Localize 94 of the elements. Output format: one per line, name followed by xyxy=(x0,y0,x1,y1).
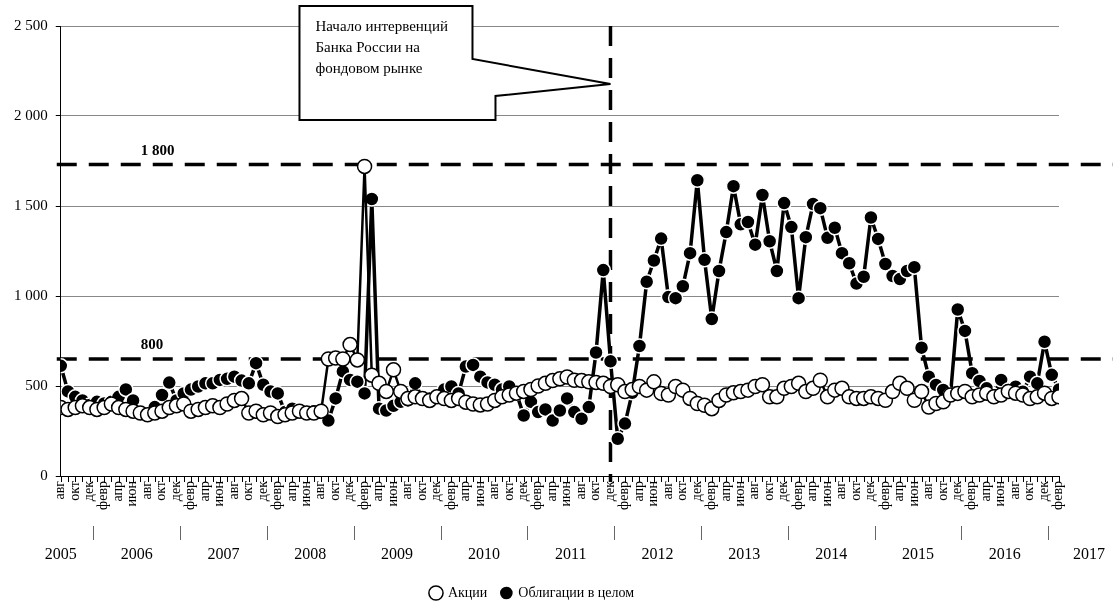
x-tick-label: февр xyxy=(789,481,805,510)
x2-tick-label: 2006 xyxy=(120,545,153,563)
annotation: 1 800 xyxy=(140,141,175,158)
legend-label: Облигации в целом xyxy=(518,584,635,600)
x-tick-label: авг xyxy=(572,480,588,500)
x-tick-label: авг xyxy=(659,480,675,500)
x-tick-label: окт xyxy=(413,481,429,501)
x-tick-label: июн xyxy=(558,480,574,507)
x-tick-label: дек xyxy=(254,480,270,502)
x-tick-label: июн xyxy=(384,480,400,507)
x-tick-label: окт xyxy=(240,481,256,501)
x-tick-label: авг xyxy=(833,480,849,500)
x-tick-label: апр xyxy=(717,481,733,502)
x-tick-label: февр xyxy=(963,481,979,510)
x2-tick-label: 2005 xyxy=(44,545,77,563)
x-tick-label: окт xyxy=(1021,481,1037,501)
x-tick-label: апр xyxy=(109,481,125,502)
y-tick-label: 2 000 xyxy=(14,106,48,123)
x-tick-label: дек xyxy=(1035,480,1051,502)
x-tick-label: авг xyxy=(486,480,502,500)
text: 2017 xyxy=(1073,545,1105,563)
x-tick-label: авг xyxy=(52,480,68,500)
x2-tick-label: 2009 xyxy=(381,545,414,563)
x-tick-label: дек xyxy=(862,480,878,502)
x2-tick-label: 2014 xyxy=(815,545,848,563)
x-tick-label: авг xyxy=(746,480,762,500)
x-tick-label: июн xyxy=(732,480,748,507)
x2-tick-label: 2016 xyxy=(988,545,1021,563)
x2-tick-label: 2007 xyxy=(207,545,240,563)
y-tick-label: 0 xyxy=(40,466,48,483)
annotation: 800 xyxy=(140,336,164,353)
x2-tick-label: 2011 xyxy=(555,545,587,563)
x-tick-label: февр xyxy=(529,481,545,510)
x-tick-label: апр xyxy=(630,481,646,502)
x-tick-label: дек xyxy=(601,480,617,502)
x-tick-label: июн xyxy=(905,480,921,507)
x-tick-label: авг xyxy=(225,480,241,500)
x-tick-label: февр xyxy=(355,481,371,510)
x-tick-label: дек xyxy=(688,480,704,502)
x-tick-label: авг xyxy=(399,480,415,500)
x-tick-label: февр xyxy=(876,481,892,510)
x-tick-label: окт xyxy=(66,481,82,501)
annotation: Начало интервенций Банка России на фондовом рынке xyxy=(315,17,449,78)
x2-tick-label: 2008 xyxy=(294,545,327,563)
x-tick-label: окт xyxy=(760,481,776,501)
y-tick-label: 1 500 xyxy=(14,196,48,213)
x-tick-label: февр xyxy=(1050,481,1066,510)
x-tick-label: февр xyxy=(95,481,111,510)
x-tick-label: февр xyxy=(182,481,198,510)
x-tick-label: окт xyxy=(847,481,863,501)
y-tick-label: 2 500 xyxy=(14,16,48,33)
x-tick-label: авг xyxy=(1006,480,1022,500)
x-tick-label: июн xyxy=(818,480,834,507)
x-tick-label: окт xyxy=(500,481,516,501)
x-tick-label: дек xyxy=(428,480,444,502)
x-tick-label: окт xyxy=(153,481,169,501)
x-tick-label: дек xyxy=(515,480,531,502)
x-tick-label: апр xyxy=(804,481,820,502)
x-tick-label: февр xyxy=(703,481,719,510)
x-tick-label: февр xyxy=(269,481,285,510)
x-tick-label: апр xyxy=(196,481,212,502)
x-tick-label: окт xyxy=(587,481,603,501)
x2-tick-label: 2013 xyxy=(728,545,761,563)
x-tick-label: дек xyxy=(775,480,791,502)
x2-tick-label: 2012 xyxy=(641,545,674,563)
x-tick-label: окт xyxy=(934,481,950,501)
x-tick-label: авг xyxy=(138,480,154,500)
x-tick-label: июн xyxy=(992,480,1008,507)
x-tick-label: апр xyxy=(977,481,993,502)
x-tick-label: окт xyxy=(326,481,342,501)
x-tick-label: апр xyxy=(457,481,473,502)
x-tick-label: апр xyxy=(283,481,299,502)
y-tick-label: 1 000 xyxy=(14,286,48,303)
x-tick-label: февр xyxy=(616,481,632,510)
legend-label: Акции xyxy=(447,584,488,600)
x-tick-label: февр xyxy=(442,481,458,510)
x-tick-label: дек xyxy=(949,480,965,502)
x-tick-label: июн xyxy=(471,480,487,507)
x-tick-label: авг xyxy=(920,480,936,500)
x-tick-label: авг xyxy=(312,480,328,500)
x2-tick-label: 2010 xyxy=(467,545,500,563)
x-tick-label: апр xyxy=(370,481,386,502)
x-tick-label: июн xyxy=(645,480,661,507)
x-tick-label: июн xyxy=(298,480,313,507)
x-tick-label: апр xyxy=(891,481,907,502)
x-tick-label: июн xyxy=(124,480,140,507)
y-tick-label: 500 xyxy=(25,376,48,393)
x-tick-label: июн xyxy=(211,480,227,507)
x-tick-label: дек xyxy=(341,480,357,502)
x-tick-label: апр xyxy=(543,481,559,502)
x-tick-label: окт xyxy=(674,481,690,501)
x2-tick-label: 2015 xyxy=(901,545,934,563)
x-tick-label: дек xyxy=(80,480,96,502)
x-tick-label: дек xyxy=(167,480,183,502)
